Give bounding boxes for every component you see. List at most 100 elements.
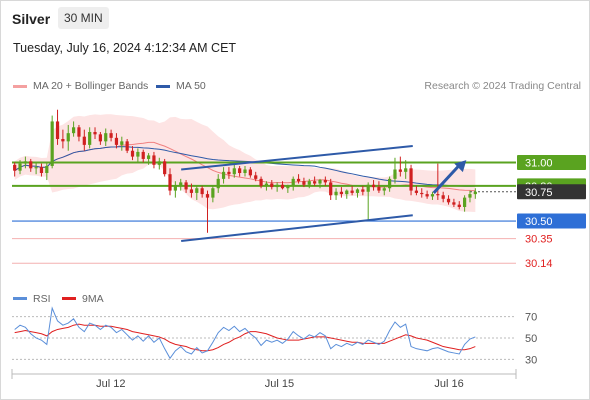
candle-body xyxy=(296,178,301,182)
candle-body xyxy=(243,169,247,174)
candle xyxy=(334,188,338,200)
candle-body xyxy=(114,137,119,145)
candle-body xyxy=(157,161,161,165)
rsi-tick-label: 50 xyxy=(525,333,537,345)
candle xyxy=(302,177,306,188)
level-badge-text: 30.75 xyxy=(525,187,553,199)
candle-body xyxy=(318,180,322,184)
candle xyxy=(211,185,215,203)
candle xyxy=(82,129,86,151)
candle-body xyxy=(88,131,92,145)
candle-body xyxy=(141,151,145,159)
candle-body xyxy=(216,178,220,189)
level-badge-30.50: 30.50 xyxy=(517,213,586,229)
candle-body xyxy=(468,194,472,198)
ma9-line xyxy=(14,323,476,352)
instrument-name: Silver xyxy=(12,11,51,27)
candle-body xyxy=(323,180,327,183)
candle xyxy=(425,190,429,199)
candle xyxy=(259,176,263,189)
legend-bollinger: MA 20 + Bollinger Bands xyxy=(13,80,148,92)
candle xyxy=(404,160,408,179)
candle xyxy=(270,180,274,190)
candle xyxy=(430,191,435,200)
candle-body xyxy=(23,161,27,164)
candle xyxy=(307,178,311,189)
candle xyxy=(200,185,204,198)
candle xyxy=(329,178,333,200)
candle-body xyxy=(82,136,86,145)
level-label-30.35: 30.35 xyxy=(525,234,553,246)
candle-body xyxy=(227,171,231,175)
candle-body xyxy=(366,184,370,192)
candle-body xyxy=(393,169,397,179)
candle xyxy=(45,162,49,181)
candle xyxy=(23,156,27,169)
candle-body xyxy=(120,141,124,145)
rsi-legend-swatch-icon xyxy=(62,297,76,300)
candle-body xyxy=(189,189,194,193)
candle-body xyxy=(377,187,381,191)
candle-body xyxy=(13,164,17,171)
candle-body xyxy=(446,198,451,203)
candle-body xyxy=(200,188,204,195)
candle xyxy=(141,149,145,163)
candle-body xyxy=(152,155,156,165)
candle xyxy=(355,188,360,198)
candle-body xyxy=(211,188,215,198)
level-badge-31.00: 31.00 xyxy=(517,154,586,170)
candle xyxy=(71,121,76,137)
candle xyxy=(441,191,445,203)
candle-body xyxy=(264,183,269,186)
legend-ma50: MA 50 xyxy=(156,80,206,92)
candle xyxy=(88,127,92,149)
candle-body xyxy=(50,121,54,166)
candle xyxy=(195,185,199,200)
candle xyxy=(125,139,129,154)
candle-body xyxy=(18,163,22,171)
candle xyxy=(114,133,119,149)
candle xyxy=(93,127,97,140)
candle xyxy=(463,195,467,212)
candle xyxy=(345,189,349,199)
candle-body xyxy=(420,192,424,195)
arrow-shaft xyxy=(432,163,462,194)
candle-body xyxy=(388,178,392,189)
candle xyxy=(173,181,177,198)
candle-body xyxy=(371,184,376,188)
candle xyxy=(446,195,451,205)
legend-ma50-label: MA 50 xyxy=(176,80,206,92)
candle xyxy=(254,171,258,182)
candle-body xyxy=(398,169,402,172)
candle xyxy=(361,185,365,196)
candle-body xyxy=(168,174,172,191)
channel-lower-line xyxy=(181,214,413,242)
candle xyxy=(393,157,397,184)
arrow-head xyxy=(454,160,467,173)
rsi-legend-label: 9MA xyxy=(82,293,104,305)
candle xyxy=(205,190,210,233)
rsi-legend-swatch-icon xyxy=(13,297,27,300)
candle xyxy=(221,167,226,184)
ma50-line xyxy=(14,146,476,187)
rsi-line xyxy=(14,306,476,360)
candle xyxy=(136,148,140,163)
candle-body xyxy=(313,181,317,184)
candle-body xyxy=(436,194,440,196)
candle xyxy=(291,176,295,191)
candle-body xyxy=(302,181,306,185)
candle xyxy=(77,124,81,142)
level-badge-bg xyxy=(517,184,586,200)
candle-body xyxy=(45,165,49,174)
level-label-30.14: 30.14 xyxy=(525,258,553,270)
candle xyxy=(39,163,44,177)
candle xyxy=(388,176,392,192)
candle xyxy=(18,160,22,175)
candle-body xyxy=(404,168,408,172)
candle xyxy=(66,124,70,151)
timeframe-badge[interactable]: 30 MIN xyxy=(58,7,109,29)
level-badge-30.75: 30.75 xyxy=(517,184,586,200)
candle-body xyxy=(130,150,135,157)
candle xyxy=(280,181,285,190)
